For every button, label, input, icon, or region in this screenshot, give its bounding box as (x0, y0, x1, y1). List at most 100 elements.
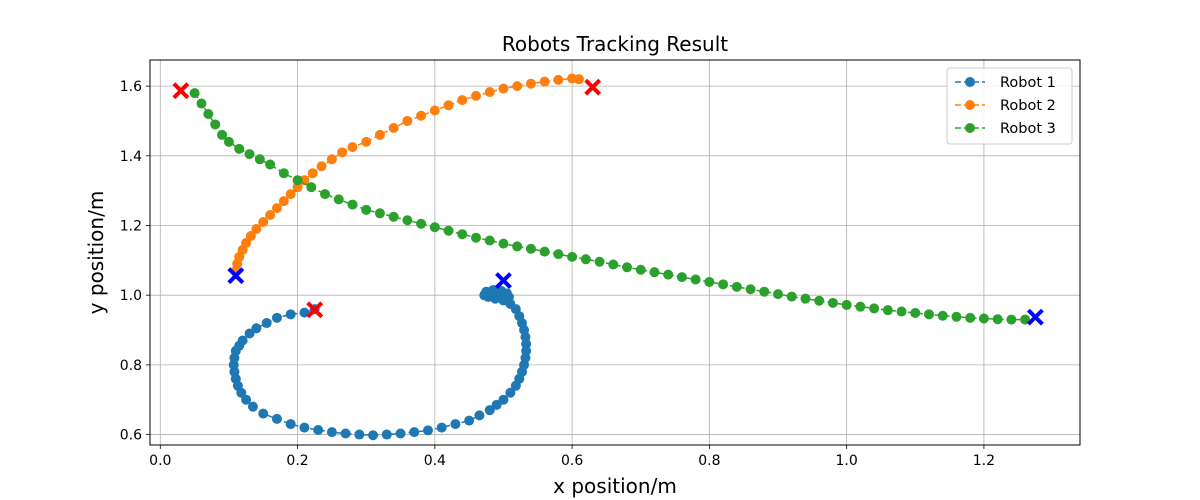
data-point (333, 194, 344, 205)
legend-item: Robot 1 (955, 75, 1056, 91)
data-point (299, 175, 310, 186)
data-point (361, 136, 372, 147)
y-tick-label: 0.8 (120, 358, 142, 374)
legend-item: Robot 2 (955, 98, 1056, 114)
series-1 (228, 284, 532, 441)
data-point (409, 427, 420, 438)
data-point (340, 428, 351, 439)
y-tick-label: 1.6 (120, 79, 142, 95)
data-point (234, 143, 245, 154)
data-point (484, 235, 495, 246)
data-point (488, 284, 499, 295)
data-point (567, 251, 578, 262)
data-point (326, 154, 337, 165)
y-tick-label: 1.4 (120, 149, 142, 165)
x-tick-label: 0.2 (286, 453, 308, 469)
data-point (498, 394, 509, 405)
data-point (241, 237, 252, 248)
data-point (594, 256, 605, 267)
data-point (374, 129, 385, 140)
data-point (374, 208, 385, 219)
data-point (464, 415, 475, 426)
data-point (814, 295, 825, 306)
data-point (512, 241, 523, 252)
data-point (326, 427, 337, 438)
data-point (347, 142, 358, 153)
data-point (395, 428, 406, 439)
x-tick-label: 0.8 (698, 453, 720, 469)
data-point (217, 129, 228, 140)
x-axis-label: x position/m (553, 474, 677, 498)
data-point (422, 425, 433, 436)
data-point (443, 100, 454, 111)
y-axis-ticks: 0.6 0.8 1.0 1.2 1.4 1.6 (120, 79, 150, 444)
data-point (525, 243, 536, 254)
data-point (635, 264, 646, 275)
data-point (471, 90, 482, 101)
data-point (759, 286, 770, 297)
data-point (457, 95, 468, 106)
end-marker (1026, 308, 1044, 326)
legend-marker (965, 100, 975, 110)
data-point (443, 225, 454, 236)
x-tick-label: 0.4 (424, 453, 446, 469)
data-point (553, 249, 564, 260)
data-point (265, 210, 276, 221)
data-point (649, 267, 660, 278)
data-point (196, 98, 207, 109)
data-point (580, 254, 591, 265)
data-point (258, 217, 269, 228)
data-point (189, 88, 200, 99)
data-point (484, 405, 495, 416)
data-point (663, 269, 674, 280)
data-point (278, 196, 289, 207)
start-marker (306, 301, 324, 319)
data-point (676, 272, 687, 283)
data-point (251, 223, 262, 234)
data-point (457, 229, 468, 240)
data-point (265, 159, 276, 170)
legend-marker (965, 123, 975, 133)
data-point (354, 429, 365, 440)
data-point (745, 284, 756, 295)
start-marker (172, 82, 190, 100)
x-tick-label: 1.0 (836, 453, 858, 469)
x-tick-label: 0.0 (149, 453, 171, 469)
data-point (539, 76, 550, 87)
data-point (827, 297, 838, 308)
data-point (347, 199, 358, 210)
data-point (306, 182, 317, 193)
data-point (388, 211, 399, 222)
data-point (271, 312, 282, 323)
data-point (203, 109, 214, 120)
data-point (491, 399, 502, 410)
data-point (254, 154, 265, 165)
data-point (285, 189, 296, 200)
end-marker (495, 272, 512, 289)
data-point (285, 309, 296, 320)
x-axis-ticks: 0.0 0.2 0.4 0.6 0.8 1.0 1.2 (149, 445, 995, 469)
data-point (498, 238, 509, 249)
legend-label: Robot 3 (1000, 121, 1056, 137)
data-point (512, 81, 523, 92)
data-point (978, 313, 989, 324)
data-point (450, 419, 461, 430)
data-point (316, 161, 327, 172)
legend-label: Robot 2 (1000, 98, 1056, 114)
data-point (361, 204, 372, 215)
data-point (416, 110, 427, 121)
data-point (841, 299, 852, 310)
data-point (553, 74, 564, 85)
legend-label: Robot 1 (1000, 75, 1056, 91)
data-point (292, 175, 303, 186)
data-point (608, 259, 619, 270)
data-point (278, 168, 289, 179)
data-point (337, 147, 348, 158)
data-point (251, 323, 262, 334)
data-point (244, 328, 255, 339)
data-point (436, 422, 447, 433)
data-point (292, 182, 303, 193)
data-point (491, 292, 502, 303)
data-point (505, 387, 516, 398)
